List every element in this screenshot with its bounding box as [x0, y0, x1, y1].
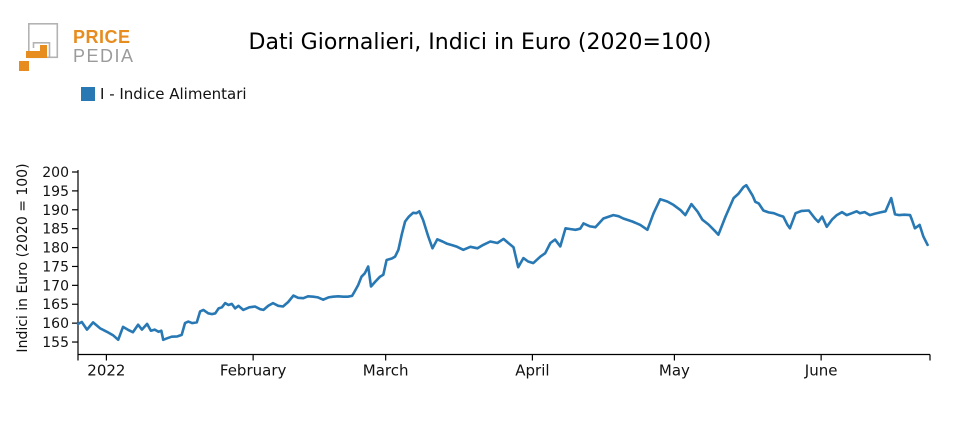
x-tick-label: May: [659, 362, 690, 380]
y-tick-label: 185: [42, 222, 69, 238]
x-tick-label: April: [515, 362, 549, 380]
series-line: [76, 183, 929, 342]
x-tick-label: June: [804, 362, 838, 380]
legend-color-swatch: [81, 87, 95, 101]
pricepedia-logo-icon: [19, 22, 59, 71]
y-tick-label: 155: [42, 335, 69, 351]
logo-word-price: PRICE: [73, 27, 131, 47]
y-tick-label: 190: [42, 203, 69, 219]
x-tick-label: March: [363, 362, 409, 380]
y-tick-label: 165: [42, 297, 69, 313]
x-tick-label: February: [220, 362, 287, 380]
y-tick-label: 195: [42, 184, 69, 200]
legend-item-indice-alimentari[interactable]: I - Indice Alimentari: [81, 85, 247, 103]
y-tick-label: 170: [42, 278, 69, 294]
legend-label: I - Indice Alimentari: [100, 85, 247, 103]
pricepedia-logo: PRICE PEDIA: [14, 18, 135, 76]
y-tick-label: 200: [42, 165, 69, 181]
y-tick-label: 160: [42, 316, 69, 332]
y-tick-label: 175: [42, 259, 69, 275]
logo-word-pedia: PEDIA: [73, 46, 135, 66]
y-tick-label: 180: [42, 241, 69, 257]
x-tick-label: 2022: [87, 362, 125, 380]
chart-title: Dati Giornalieri, Indici in Euro (2020=1…: [248, 30, 712, 55]
logo-wordmark: PRICE PEDIA: [73, 28, 135, 65]
